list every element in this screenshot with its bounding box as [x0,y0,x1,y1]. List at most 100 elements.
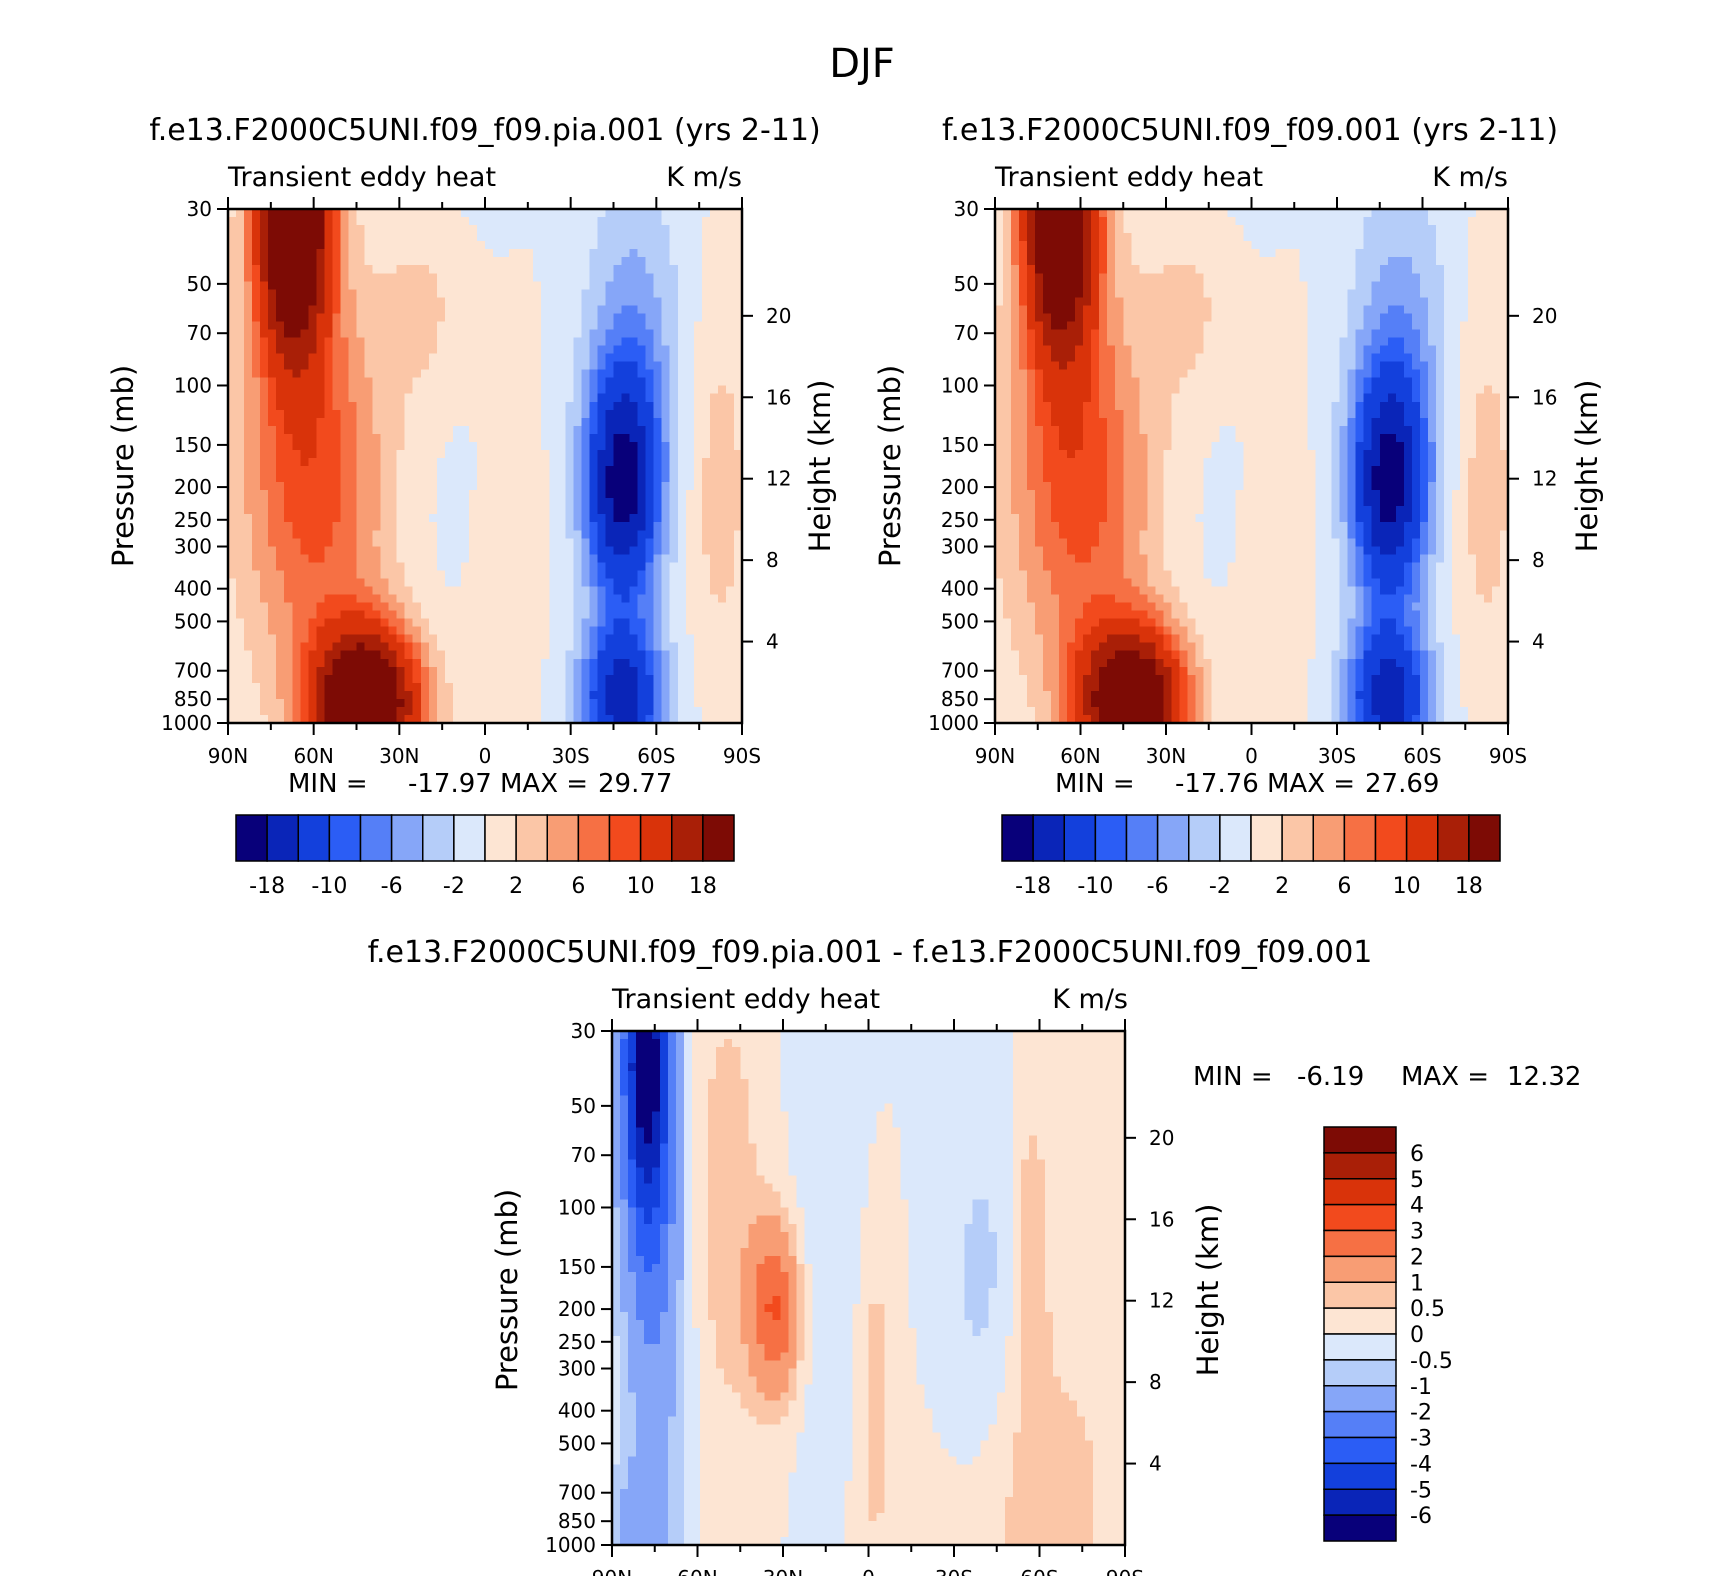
contour-cell [1315,482,1333,491]
colorbar-label: -0.5 [1410,1349,1453,1374]
contour-cell [228,393,245,403]
contour-cell [996,1255,1014,1265]
contour-cell [645,482,655,491]
contour-cell [1387,393,1397,403]
contour-cell [1179,666,1188,676]
contour-cell [653,674,663,684]
contour-cell [804,1263,813,1273]
contour-cell [597,353,607,363]
contour-cell [460,209,607,218]
contour-cell [605,562,647,572]
contour-cell [1003,297,1012,306]
contour-cell [693,337,743,347]
contour-cell [1107,249,1116,258]
contour-cell [1179,682,1188,692]
colorbar-label: 2 [1410,1245,1424,1270]
contour-cell [541,297,582,306]
contour-cell [324,345,334,355]
contour-cell [573,634,582,644]
contour-cell [692,1031,781,1040]
contour-cell [1011,337,1020,347]
contour-cell [637,706,655,716]
height-tick-label: 12 [766,467,791,491]
contour-cell [452,714,542,724]
contour-cell [1355,345,1365,355]
contour-cell [908,1207,974,1217]
contour-cell [412,666,422,676]
contour-cell [1371,538,1405,547]
contour-cell [716,1047,741,1056]
contour-cell [972,1199,990,1209]
contour-cell [228,241,245,250]
contour-cell [276,546,301,555]
contour-cell [260,706,285,716]
contour-cell [396,546,438,555]
contour-cell [1355,329,1373,339]
contour-cell [1012,1207,1022,1217]
contour-cell [324,674,398,684]
contour-cell [669,698,679,708]
contour-cell [884,1432,942,1442]
contour-cell [452,433,470,443]
contour-cell [644,1215,653,1225]
contour-cell [1036,1151,1126,1161]
y-tick-label: 150 [941,433,979,457]
contour-cell [581,658,591,668]
contour-cell [1371,682,1405,692]
contour-cell [908,1288,966,1297]
contour-cell [1211,666,1309,676]
contour-cell [1475,393,1501,403]
contour-cell [252,313,261,323]
contour-cell [868,1344,886,1353]
contour-cell [701,482,743,491]
contour-cell [1171,634,1180,644]
contour-cell [613,345,647,355]
contour-cell [324,289,334,298]
contour-cell [653,369,663,379]
contour-cell [549,610,574,620]
contour-cell [1339,361,1357,371]
contour-cell [1123,554,1148,563]
contour-cell [1027,674,1044,684]
contour-cell [860,1215,910,1225]
contour-cell [1339,658,1349,668]
contour-cell [844,1504,870,1514]
contour-cell [613,618,631,628]
contour-cell [1435,498,1445,507]
contour-cell [725,586,743,596]
contour-cell [1051,345,1076,355]
contour-cell [1003,586,1028,596]
contour-cell [796,1223,805,1233]
contour-cell [1459,449,1477,459]
contour-cell [541,674,566,684]
contour-cell [1371,209,1429,218]
contour-cell [644,1167,653,1177]
contour-cell [788,1344,797,1353]
contour-cell [700,1384,733,1394]
colorbar-swatch [328,814,362,862]
contour-cell [653,498,663,507]
contour-cell [372,530,398,539]
contour-cell [1395,586,1413,596]
contour-cell [1139,546,1164,555]
contour-cell [693,433,711,443]
contour-cell [812,1263,862,1273]
contour-cell [1075,690,1084,700]
contour-cell [268,257,317,266]
contour-cell [628,1464,669,1474]
contour-cell [1435,409,1445,419]
contour-cell [995,618,1012,628]
contour-cell [1020,1191,1046,1201]
contour-cell [356,409,374,419]
panel-2-title: f.e13.F2000C5UNI.f09_f09.001 (yrs 2-11) [942,113,1558,148]
x-tick-label: 60S [1403,744,1441,768]
contour-cell [244,417,261,427]
contour-cell [1044,1159,1126,1169]
contour-cell [780,1304,789,1313]
contour-cell [701,233,743,242]
contour-cell [1467,313,1509,323]
contour-cell [252,289,261,298]
height-tick-label: 4 [1149,1452,1162,1476]
contour-cell [1020,1360,1054,1369]
contour-cell [581,666,591,676]
